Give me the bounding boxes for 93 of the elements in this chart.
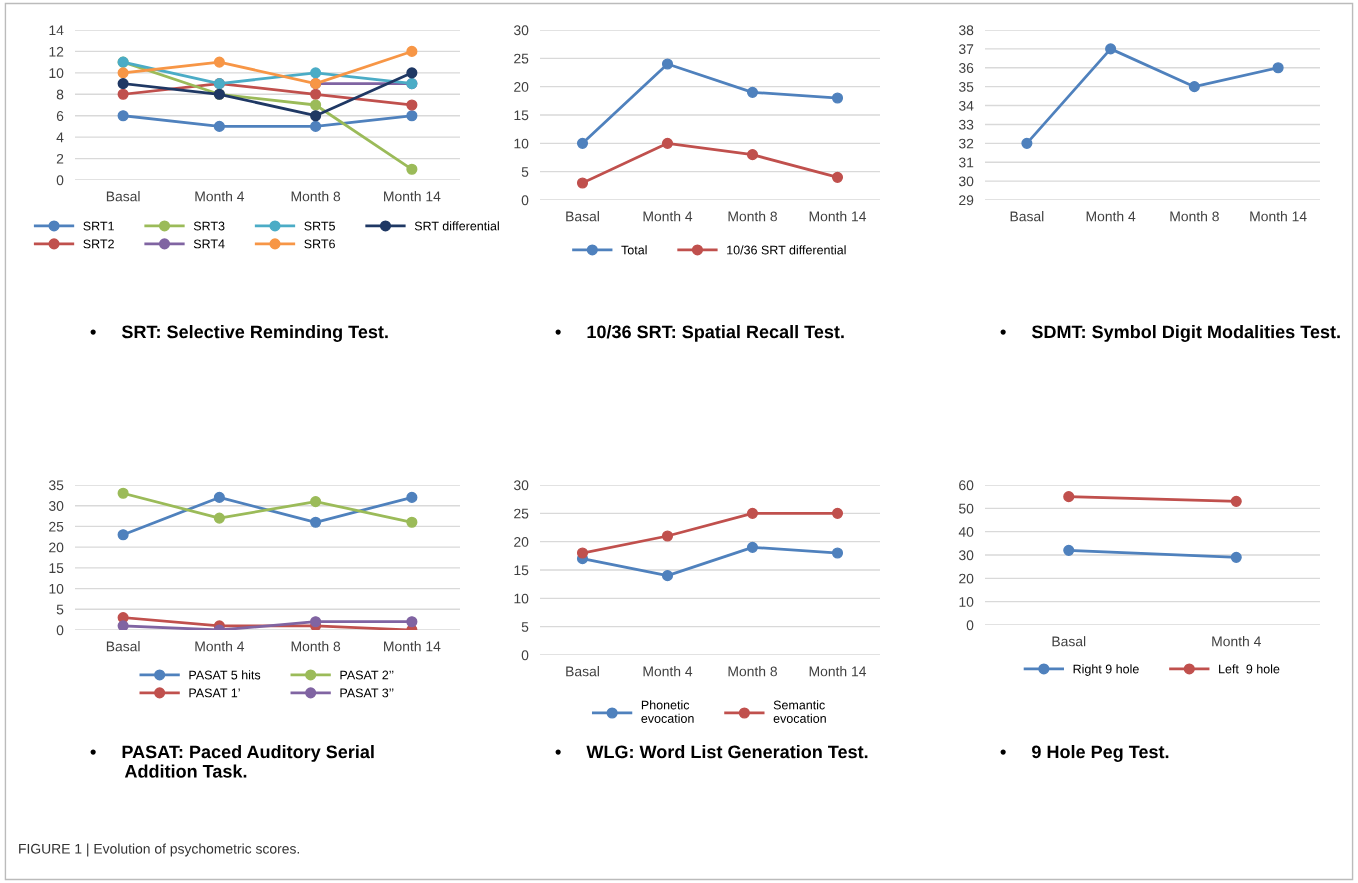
x-tick-label: Basal bbox=[106, 641, 140, 652]
text: • WLG: Word List Generation Test. bbox=[555, 745, 868, 759]
legend-label: SRT1 bbox=[83, 221, 114, 231]
x-tick-label: Month 4 bbox=[643, 211, 693, 222]
y-tick-label: 5 bbox=[521, 622, 529, 632]
x-tick-label: Month 14 bbox=[809, 211, 867, 222]
y-tick-label: 35 bbox=[48, 480, 64, 491]
x-tick-label: Basal bbox=[566, 211, 599, 222]
y-tick-label: 30 bbox=[958, 176, 974, 187]
y-tick-label: 20 bbox=[959, 573, 974, 584]
y-tick-label: 37 bbox=[958, 44, 974, 55]
y-tick-label: 10 bbox=[49, 68, 64, 79]
y-tick-label: 50 bbox=[959, 503, 974, 514]
text: • SDMT: Symbol Digit Modalities Test. bbox=[1000, 325, 1340, 342]
legend-label: Total bbox=[621, 245, 647, 255]
y-tick-label: 30 bbox=[513, 480, 529, 491]
x-tick-label: Month 8 bbox=[291, 191, 341, 202]
y-tick-label: 40 bbox=[958, 527, 974, 537]
y-tick-label: 0 bbox=[521, 650, 529, 661]
y-tick-label: 20 bbox=[514, 82, 529, 92]
y-tick-label: 6 bbox=[56, 111, 64, 121]
y-tick-label: 25 bbox=[49, 521, 64, 532]
y-tick-label: 5 bbox=[56, 604, 64, 615]
y-tick-label: 20 bbox=[49, 542, 64, 553]
y-tick-label: 0 bbox=[966, 620, 974, 631]
legend-label: SRT3 bbox=[193, 221, 225, 231]
y-tick-label: 34 bbox=[958, 100, 974, 111]
legend-label: Semantic evocation bbox=[773, 700, 826, 723]
y-tick-label: 12 bbox=[49, 46, 64, 57]
x-tick-label: Month 14 bbox=[384, 641, 441, 652]
y-tick-label: 5 bbox=[521, 167, 529, 177]
legend-label: PASAT 2’’ bbox=[340, 670, 394, 680]
legend-label: SRT6 bbox=[304, 239, 335, 249]
x-tick-label: Basal bbox=[566, 666, 599, 677]
x-tick-label: Month 4 bbox=[643, 666, 693, 677]
text: • 10/36 SRT: Spatial Recall Test. bbox=[555, 325, 844, 342]
y-tick-label: 25 bbox=[514, 508, 529, 519]
legend-label: SRT5 bbox=[304, 221, 335, 231]
y-tick-label: 4 bbox=[56, 132, 64, 143]
y-tick-label: 15 bbox=[49, 563, 64, 574]
legend-label: SRT differential bbox=[414, 221, 499, 231]
y-tick-label: 31 bbox=[958, 157, 974, 168]
y-tick-label: 0 bbox=[56, 175, 64, 186]
x-tick-label: Month 8 bbox=[1170, 211, 1219, 222]
x-tick-label: Month 4 bbox=[1212, 636, 1261, 647]
legend-label: PASAT 5 hits bbox=[189, 670, 261, 680]
y-tick-label: 10 bbox=[514, 138, 529, 149]
x-tick-label: Month 14 bbox=[809, 666, 867, 677]
y-tick-label: 33 bbox=[958, 119, 974, 130]
y-tick-label: 14 bbox=[49, 25, 64, 36]
legend-label: Phonetic evocation bbox=[641, 700, 694, 723]
y-tick-label: 38 bbox=[958, 25, 974, 36]
y-tick-label: 20 bbox=[514, 537, 529, 547]
x-tick-label: Month 14 bbox=[384, 191, 441, 202]
y-tick-label: 15 bbox=[514, 110, 529, 121]
y-tick-label: 35 bbox=[958, 82, 974, 92]
y-tick-label: 25 bbox=[514, 53, 529, 64]
y-tick-label: 15 bbox=[514, 565, 529, 576]
text: • PASAT: Paced Auditory Serial Addition Task. bbox=[90, 745, 374, 778]
y-tick-label: 0 bbox=[521, 195, 529, 206]
x-tick-label: Basal bbox=[106, 191, 140, 202]
x-tick-label: Month 4 bbox=[195, 191, 245, 202]
text: • SRT: Selective Reminding Test. bbox=[90, 325, 388, 342]
y-tick-label: 30 bbox=[958, 550, 974, 561]
y-tick-label: 10 bbox=[514, 593, 529, 604]
y-tick-label: 0 bbox=[56, 625, 64, 636]
legend-label: SRT2 bbox=[83, 239, 114, 249]
x-tick-label: Month 8 bbox=[728, 666, 777, 677]
y-tick-label: 10 bbox=[49, 583, 64, 594]
y-tick-label: 60 bbox=[959, 480, 974, 491]
y-tick-label: 10 bbox=[959, 597, 974, 607]
x-tick-label: Month 8 bbox=[291, 641, 341, 652]
legend-label: Right 9 hole bbox=[1073, 664, 1139, 676]
y-tick-label: 32 bbox=[958, 138, 974, 149]
x-tick-label: Month 8 bbox=[728, 211, 777, 222]
text: • 9 Hole Peg Test. bbox=[1000, 745, 1169, 762]
y-tick-label: 2 bbox=[56, 153, 64, 164]
y-tick-label: 36 bbox=[958, 63, 974, 73]
x-tick-label: Month 14 bbox=[1250, 211, 1307, 222]
x-tick-label: Month 4 bbox=[1086, 211, 1136, 222]
legend-label: Left 9 hole bbox=[1219, 664, 1280, 674]
legend-label: SRT4 bbox=[193, 239, 225, 249]
y-tick-label: 29 bbox=[959, 195, 974, 206]
y-tick-label: 30 bbox=[48, 501, 64, 511]
y-tick-label: 30 bbox=[513, 25, 529, 36]
x-tick-label: Month 4 bbox=[195, 641, 245, 652]
caption: FIGURE 1 | Evolution of psychometric scores. bbox=[19, 843, 299, 857]
legend-label: PASAT 3’’ bbox=[340, 688, 394, 698]
x-tick-label: Basal bbox=[1052, 636, 1086, 647]
legend-label: PASAT 1’ bbox=[189, 688, 240, 698]
legend-label: 10/36 SRT differential bbox=[727, 245, 846, 255]
y-tick-label: 8 bbox=[56, 89, 64, 100]
x-tick-label: Basal bbox=[1010, 211, 1044, 222]
